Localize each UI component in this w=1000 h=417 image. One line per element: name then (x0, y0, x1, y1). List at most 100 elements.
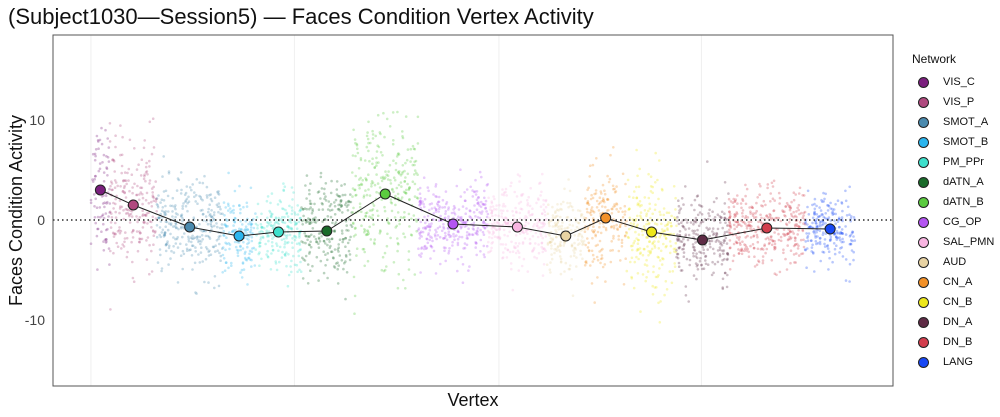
data-point-cn_b (644, 279, 647, 283)
data-point-pm_ppr (258, 241, 262, 244)
data-point-cn_a (620, 238, 624, 242)
data-point-vis_p (128, 221, 132, 224)
data-point-aud (568, 223, 571, 227)
data-point-datn_a (313, 202, 316, 206)
data-point-dn_b (789, 261, 792, 265)
data-point-dn_a (687, 233, 691, 237)
data-point-cn_a (617, 249, 621, 253)
data-point-sal_pmn (501, 204, 505, 208)
data-point-smot_a (209, 213, 212, 216)
data-point-aud (560, 227, 564, 231)
data-point-datn_a (308, 222, 311, 225)
data-point-smot_a (157, 216, 160, 220)
data-point-cn_b (671, 270, 675, 273)
data-point-cg_op (432, 218, 435, 221)
data-point-datn_a (324, 253, 327, 256)
data-point-smot_a (194, 291, 197, 294)
data-point-smot_a (157, 194, 160, 197)
data-point-sal_pmn (538, 220, 541, 224)
data-point-cn_a (617, 210, 620, 213)
data-point-dn_b (741, 220, 745, 224)
legend-item-cg_op: CG_OP (912, 212, 994, 232)
data-point-lang (835, 231, 839, 235)
data-point-aud (581, 243, 584, 247)
data-point-vis_p (137, 240, 141, 244)
data-point-smot_a (169, 232, 172, 236)
data-point-sal_pmn (500, 215, 503, 218)
data-point-cn_b (637, 257, 640, 261)
data-point-cg_op (476, 230, 479, 233)
data-point-sal_pmn (502, 193, 506, 197)
data-point-smot_a (209, 197, 213, 201)
data-point-aud (580, 229, 583, 232)
data-point-cn_b (633, 190, 636, 193)
data-point-datn_b (387, 170, 390, 173)
data-point-cg_op (444, 259, 448, 263)
data-point-sal_pmn (538, 226, 542, 229)
data-point-datn_a (347, 229, 350, 232)
data-point-datn_b (385, 117, 389, 121)
data-point-cg_op (478, 204, 481, 207)
data-point-vis_p (139, 186, 142, 189)
data-point-cn_a (600, 192, 603, 195)
data-point-datn_a (333, 230, 336, 233)
data-point-lang (839, 231, 843, 235)
data-point-smot_b (250, 223, 253, 226)
data-point-dn_a (723, 233, 726, 236)
data-point-lang (804, 222, 807, 225)
data-point-smot_a (181, 204, 184, 208)
data-point-sal_pmn (525, 229, 529, 232)
data-point-cn_a (620, 245, 624, 248)
data-point-aud (563, 227, 567, 230)
data-point-pm_ppr (298, 234, 301, 237)
data-point-cn_b (631, 218, 635, 221)
data-point-cg_op (472, 211, 476, 214)
data-point-datn_a (336, 267, 340, 271)
data-point-vis_c (94, 197, 97, 201)
data-point-dn_a (693, 246, 696, 249)
data-point-datn_a (301, 277, 305, 280)
data-point-datn_b (353, 227, 357, 230)
data-point-cn_a (599, 190, 603, 193)
data-point-datn_b (413, 273, 417, 276)
data-point-datn_a (309, 245, 313, 249)
data-point-smot_b (232, 204, 235, 208)
data-point-cg_op (475, 242, 478, 245)
data-point-datn_a (326, 237, 329, 241)
data-point-smot_a (181, 267, 184, 271)
data-point-smot_a (169, 257, 172, 260)
data-point-aud (577, 234, 580, 238)
data-point-smot_a (195, 178, 199, 181)
data-point-smot_a (212, 217, 215, 221)
data-point-datn_b (388, 163, 392, 167)
data-point-vis_p (141, 214, 144, 217)
data-point-cg_op (418, 186, 422, 190)
data-point-dn_a (705, 226, 708, 230)
data-point-smot_a (162, 235, 166, 238)
data-point-dn_b (773, 272, 777, 276)
data-point-cg_op (439, 214, 442, 218)
data-point-dn_b (772, 179, 776, 183)
data-point-vis_p (135, 168, 139, 171)
data-point-datn_a (333, 266, 337, 269)
data-point-cn_b (638, 167, 641, 171)
data-point-pm_ppr (299, 208, 302, 211)
data-point-cg_op (444, 212, 447, 216)
data-point-datn_b (391, 142, 395, 146)
data-point-lang (811, 243, 814, 247)
data-point-vis_p (114, 221, 117, 225)
data-point-cn_b (654, 203, 657, 206)
data-point-cn_b (630, 277, 634, 280)
data-point-cg_op (436, 234, 440, 237)
data-point-smot_b (225, 236, 228, 239)
data-point-cg_op (425, 237, 429, 241)
data-point-vis_c (100, 230, 103, 233)
data-point-vis_p (133, 147, 136, 150)
data-point-vis_p (151, 229, 155, 232)
data-point-cg_op (452, 204, 456, 208)
data-point-pm_ppr (290, 186, 294, 189)
data-point-lang (811, 216, 815, 220)
data-point-dn_b (767, 238, 771, 241)
data-point-vis_c (91, 152, 95, 156)
data-point-smot_a (164, 243, 168, 247)
